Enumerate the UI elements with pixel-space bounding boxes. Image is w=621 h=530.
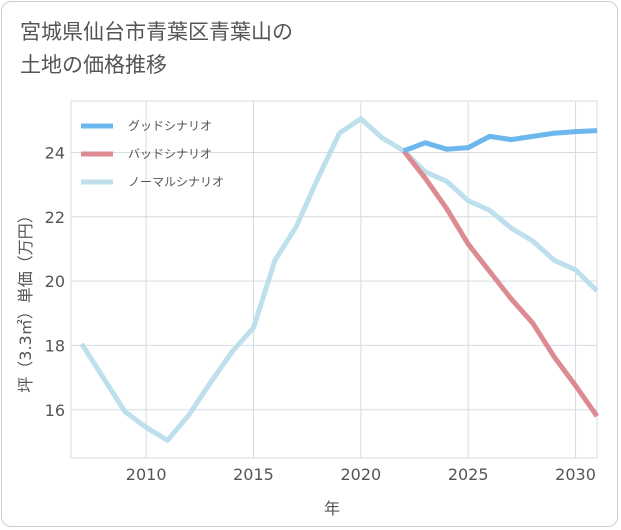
series-line-1 xyxy=(402,128,598,154)
y-tick-label: 22 xyxy=(45,208,65,227)
legend-label: ノーマルシナリオ xyxy=(128,175,224,189)
y-tick-label: 18 xyxy=(45,336,65,355)
chart-title: 宮城県仙台市青葉区青葉山の 土地の価格推移 xyxy=(20,16,293,82)
series-line-3 xyxy=(79,116,599,443)
y-tick-label: 16 xyxy=(45,401,65,420)
series-line-2 xyxy=(401,149,600,418)
x-tick-label: 2025 xyxy=(448,465,489,484)
x-tick-label: 2015 xyxy=(233,465,274,484)
x-tick-label: 2010 xyxy=(126,465,167,484)
y-tick-label: 24 xyxy=(45,143,65,162)
title-line-2: 土地の価格推移 xyxy=(20,53,167,77)
series-lines xyxy=(79,116,600,443)
title-line-1: 宮城県仙台市青葉区青葉山の xyxy=(20,20,293,44)
plot-frame xyxy=(70,100,598,459)
legend-label: バッドシナリオ xyxy=(128,147,212,161)
y-axis-title: 坪（3.3㎡）単価（万円） xyxy=(16,207,35,392)
x-tick-label: 2020 xyxy=(340,465,381,484)
grid xyxy=(70,100,598,459)
legend-label: グッドシナリオ xyxy=(128,119,212,133)
y-tick-label: 20 xyxy=(45,272,65,291)
x-tick-label: 2030 xyxy=(555,465,596,484)
tick-labels: 2010 2015 2020 2025 2030 16 18 20 22 24 xyxy=(45,143,596,484)
x-axis-title: 年 xyxy=(324,499,340,518)
